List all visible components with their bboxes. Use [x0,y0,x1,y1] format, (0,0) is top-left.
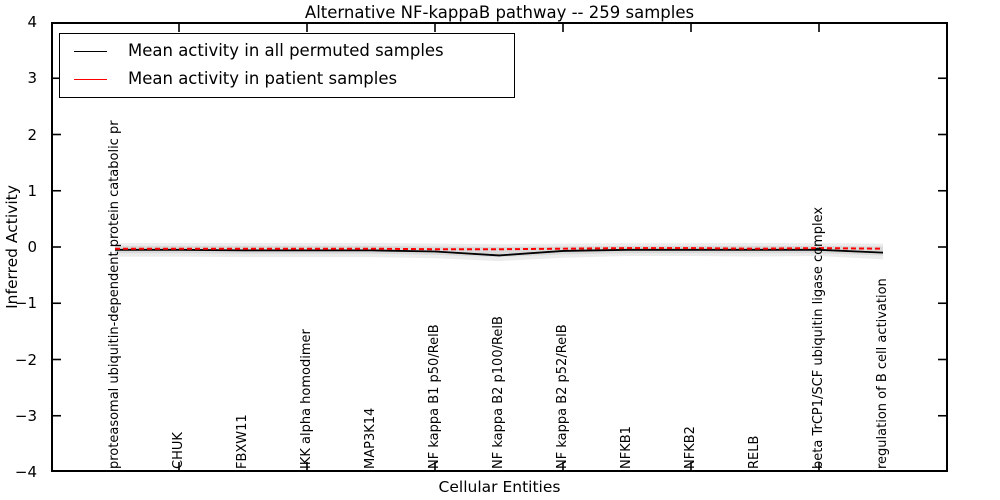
x-category-label: regulation of B cell activation [875,278,890,469]
x-category-label: NFKB1 [619,426,634,469]
x-category-label: NFKB2 [683,426,698,469]
x-category-label: MAP3K14 [363,407,378,469]
chart-title: Alternative NF-kappaB pathway -- 259 sam… [304,3,695,22]
y-tick-label: 2 [27,125,37,144]
legend-entry: Mean activity in all permuted samples [60,38,514,66]
chart-canvas [51,22,948,472]
x-category-label: NF kappa B2 p52/RelB [555,324,570,469]
y-axis-label: Inferred Activity [3,185,21,309]
y-axis-tick-labels: 4 3 2 1 0 −1 −2 −3 −4 [0,13,45,481]
y-tick-label: 0 [27,238,37,256]
legend-entry-label: Mean activity in all permuted samples [128,41,444,60]
series-line-patient [115,247,884,251]
y-tick-label: −3 [14,406,37,425]
y-tick-label: 4 [27,13,37,31]
y-tick-label: −4 [14,463,37,481]
x-category-label: IKK alpha homodimer [299,329,314,469]
x-category-label: FBXW11 [235,414,250,469]
x-category-label: proteasomal ubiquitin-dependent protein … [107,120,122,469]
y-tick-label: 1 [27,181,37,200]
x-category-label: beta TrCP1/SCF ubiquitin ligase complex [811,206,826,469]
legend: Mean activity in all permuted samples Mea… [59,33,515,98]
x-category-label: RELB [747,435,762,469]
legend-key-line-icon [74,51,107,52]
legend-key-line-icon [74,79,107,80]
plot-area: proteasomal ubiquitin-dependent protein … [51,22,948,472]
legend-entry-label: Mean activity in patient samples [128,69,398,88]
x-axis-label: Cellular Entities [438,478,561,496]
axes-frame [51,22,948,472]
legend-entry: Mean activity in patient samples [60,66,514,94]
y-tick-label: −2 [14,350,37,369]
series-line-permuted [115,248,884,257]
y-tick-label: 3 [27,69,37,88]
y-tick-label: −1 [14,294,37,313]
x-category-label: NF kappa B2 p100/RelB [491,316,506,469]
x-category-label: NF kappa B1 p50/RelB [427,324,442,469]
x-category-label: CHUK [171,432,186,469]
